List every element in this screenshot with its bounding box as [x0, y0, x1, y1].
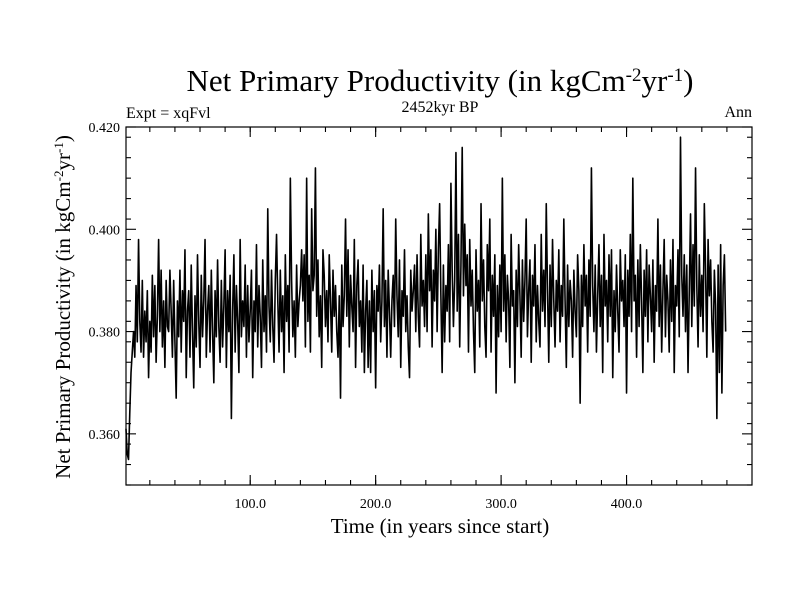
- chart-title: Net Primary Productivity (in kgCm-2yr-1): [187, 63, 694, 98]
- y-axis-label-sup2: -1: [51, 142, 66, 153]
- y-axis-label: Net Primary Productivity (in kgCm-2yr-1): [51, 135, 76, 479]
- chart-title-sup2: -1: [667, 65, 683, 86]
- chart-title-sup1: -2: [626, 65, 642, 86]
- subtitle-left: Expt = xqFvl: [126, 105, 211, 122]
- x-tick-label: 400.0: [611, 497, 643, 512]
- y-axis-label-mid: yr: [51, 153, 75, 171]
- x-tick-label: 100.0: [234, 497, 266, 512]
- y-axis-label-main: Net Primary Productivity (in kgCm: [51, 181, 75, 478]
- chart-title-mid: yr: [641, 63, 668, 98]
- y-tick-label: 0.400: [89, 223, 121, 238]
- chart-title-main: Net Primary Productivity (in kgCm: [187, 63, 626, 98]
- subtitle-center: 2452kyr BP: [402, 99, 479, 116]
- x-axis-label: Time (in years since start): [331, 514, 550, 538]
- y-tick-label: 0.360: [89, 428, 121, 443]
- y-tick-label: 0.420: [89, 121, 121, 136]
- x-tick-label: 200.0: [360, 497, 392, 512]
- chart-title-end: ): [683, 63, 693, 98]
- axis-ticks: 100.0 200.0 300.0 400.0 0.360 0.380 0.400 0.420: [89, 121, 752, 512]
- subtitle-right: Ann: [724, 104, 752, 121]
- x-tick-label: 300.0: [485, 497, 517, 512]
- y-tick-label: 0.380: [89, 326, 121, 341]
- y-axis-label-sup1: -2: [51, 171, 66, 182]
- series-line-annual-npp: [125, 136, 727, 461]
- y-axis-label-end: ): [51, 135, 75, 142]
- plot-frame: [125, 126, 753, 486]
